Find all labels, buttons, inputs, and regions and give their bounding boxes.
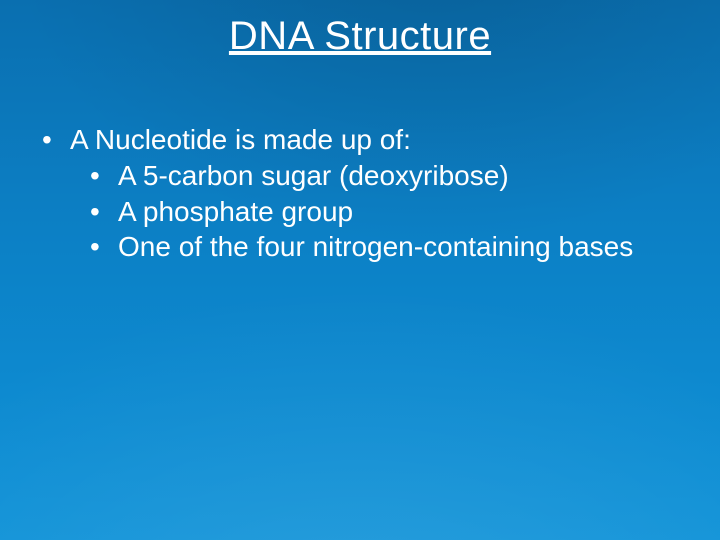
bullet-icon: •	[90, 194, 118, 230]
list-item: • A phosphate group	[90, 194, 660, 230]
list-item-text: A 5-carbon sugar (deoxyribose)	[118, 158, 660, 194]
slide-title: DNA Structure	[0, 14, 720, 59]
list-item: • A 5-carbon sugar (deoxyribose)	[90, 158, 660, 194]
list-item-text: A Nucleotide is made up of:	[70, 122, 660, 158]
bullet-icon: •	[42, 122, 70, 158]
slide-body: • A Nucleotide is made up of: • A 5-carb…	[42, 122, 660, 265]
list-item: • One of the four nitrogen-containing ba…	[90, 229, 660, 265]
slide: DNA Structure • A Nucleotide is made up …	[0, 0, 720, 540]
bullet-icon: •	[90, 158, 118, 194]
list-item: • A Nucleotide is made up of:	[42, 122, 660, 158]
list-item-text: A phosphate group	[118, 194, 660, 230]
bullet-icon: •	[90, 229, 118, 265]
list-item-text: One of the four nitrogen-containing base…	[118, 229, 660, 265]
